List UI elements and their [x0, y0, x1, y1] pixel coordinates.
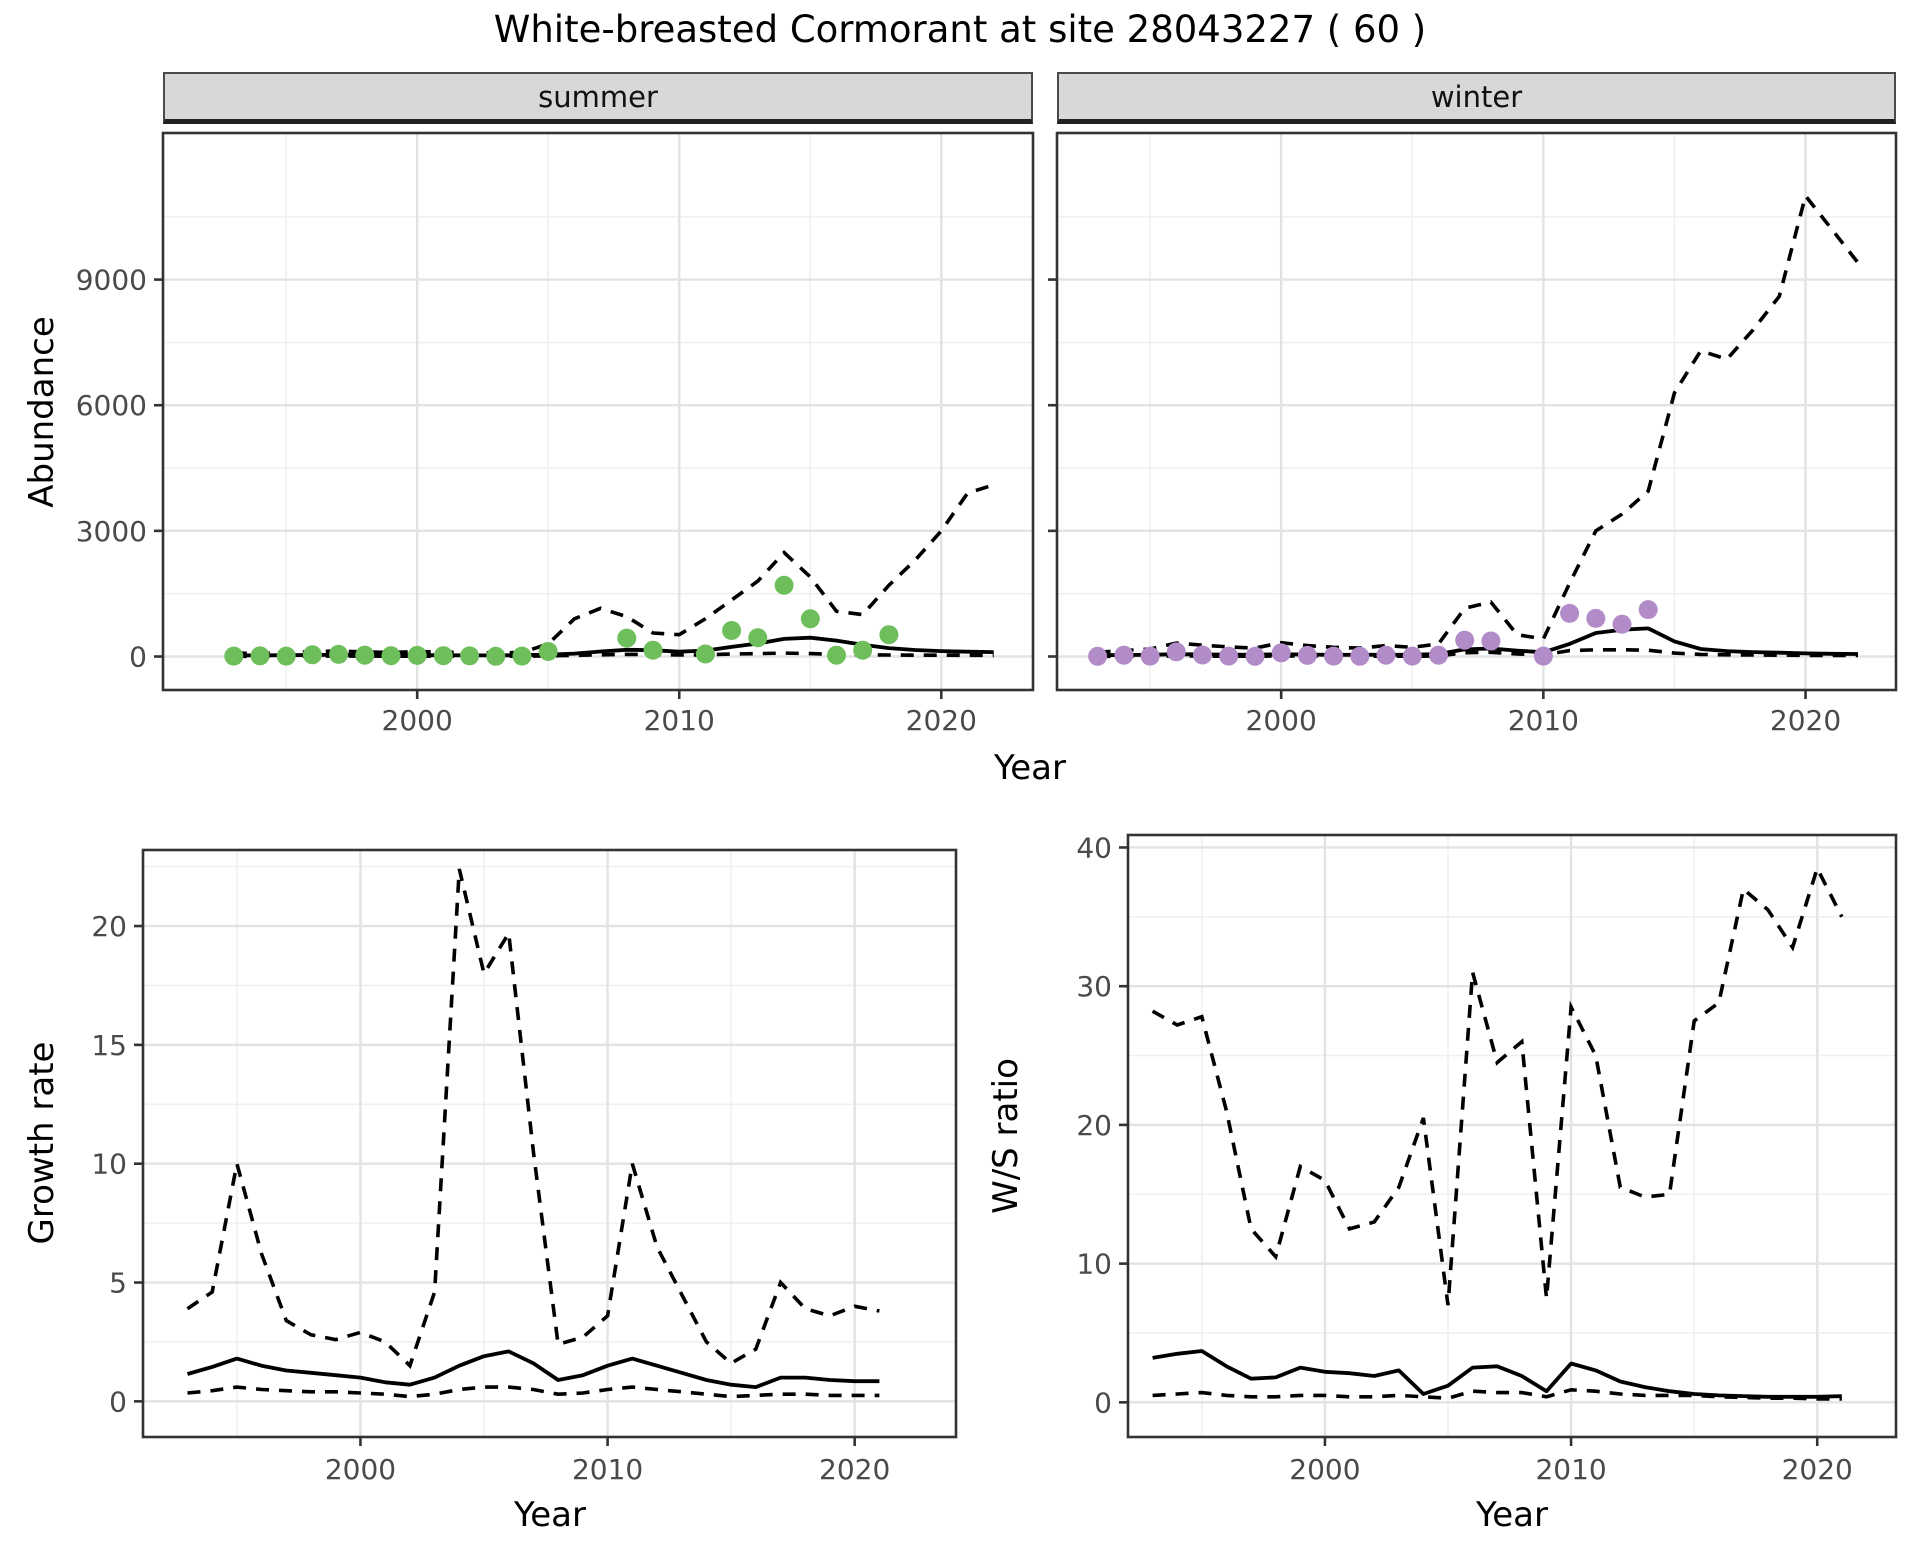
abundance-summer-observed-point: [302, 645, 322, 665]
abundance-winter-x-tick-label: 2010: [1508, 704, 1579, 737]
abundance-winter-observed-point: [1140, 646, 1160, 666]
abundance-summer-observed-point: [224, 646, 244, 666]
abundance-winter-observed-point: [1612, 614, 1632, 634]
chart-title: White-breasted Cormorant at site 2804322…: [493, 8, 1427, 51]
growth-rate-y-tick-label: 20: [91, 910, 127, 943]
abundance-summer-x-tick-label: 2000: [382, 704, 453, 737]
abundance-summer-observed-point: [800, 609, 820, 629]
abundance-winter-observed-point: [1297, 645, 1317, 665]
abundance-summer-x-tick-label: 2020: [906, 704, 977, 737]
abundance-summer-observed-point: [748, 628, 768, 648]
abundance-winter-observed-point: [1324, 646, 1344, 666]
ws-ratio-y-tick-label: 40: [1076, 831, 1112, 864]
abundance-summer-observed-point: [486, 646, 506, 666]
abundance-summer-observed-point: [355, 645, 375, 665]
abundance-winter-observed-point: [1350, 646, 1370, 666]
abundance-summer-x-tick-label: 2010: [644, 704, 715, 737]
abundance-winter-observed-point: [1533, 646, 1553, 666]
ws-ratio-y-tick-label: 0: [1094, 1386, 1112, 1419]
growth-rate-panel-border: [141, 848, 958, 1439]
growth-rate-x-tick-label: 2010: [572, 1453, 643, 1486]
abundance-summer-observed-point: [643, 640, 663, 660]
abundance-winter-x-tick-label: 2020: [1770, 704, 1841, 737]
abundance-summer-y-tick-label: 9000: [76, 264, 147, 297]
ws-ratio-y-tick-label: 20: [1076, 1109, 1112, 1142]
abundance-winter-observed-point: [1114, 645, 1134, 665]
ws-ratio-panel-bg: [1128, 835, 1896, 1437]
abundance-winter-observed-point: [1271, 643, 1291, 663]
growth-rate-x-tick-label: 2020: [819, 1453, 890, 1486]
abundance-summer-observed-point: [460, 646, 480, 666]
abundance-summer-observed-point: [774, 575, 794, 595]
abundance-summer-observed-point: [250, 646, 270, 666]
abundance-winter-observed-point: [1402, 646, 1422, 666]
ws-ratio-x-tick-label: 2010: [1535, 1453, 1606, 1486]
y-axis-title-growth-rate: Growth rate: [22, 1041, 62, 1245]
abundance-winter-observed-point: [1586, 608, 1606, 628]
abundance-summer-panel-border: [161, 131, 1035, 692]
growth-rate-panel-bg: [143, 850, 956, 1437]
abundance-summer-observed-point: [433, 646, 453, 666]
ws-ratio-upper-ci-line: [1151, 863, 1844, 1306]
y-axis-title-abundance: Abundance: [22, 316, 62, 508]
abundance-summer-observed-point: [827, 645, 846, 665]
abundance-summer-y-tick-label: 3000: [76, 515, 147, 548]
abundance-winter-observed-point: [1166, 642, 1186, 662]
ws-ratio-panel-border: [1126, 833, 1898, 1439]
x-axis-title-year-bottom-left: Year: [514, 1495, 586, 1535]
abundance-winter-panel-border: [1055, 131, 1898, 692]
abundance-summer-observed-point: [381, 646, 401, 666]
abundance-winter-upper-ci-line: [1097, 191, 1860, 655]
abundance-summer-observed-point: [512, 646, 532, 666]
ws-ratio-x-tick-label: 2000: [1289, 1453, 1360, 1486]
growth-rate-y-tick-label: 5: [109, 1267, 127, 1300]
abundance-summer-observed-point: [276, 646, 296, 666]
abundance-winter-observed-point: [1219, 646, 1239, 666]
abundance-winter-x-tick-label: 2000: [1246, 704, 1317, 737]
abundance-summer-y-tick-label: 6000: [76, 389, 147, 422]
x-axis-title-year-bottom-right: Year: [1476, 1495, 1548, 1535]
ws-ratio-y-tick-label: 30: [1076, 970, 1112, 1003]
abundance-winter-observed-point: [1638, 600, 1658, 620]
abundance-winter-observed-point: [1376, 645, 1396, 665]
y-axis-title-ws-ratio: W/S ratio: [986, 1058, 1026, 1214]
facet-strip-summer: summer: [163, 72, 1033, 124]
abundance-winter-observed-point: [1481, 631, 1501, 651]
abundance-winter-observed-point: [1455, 630, 1475, 650]
abundance-summer-observed-point: [879, 625, 899, 645]
growth-rate-fit-line: [186, 1349, 880, 1389]
growth-rate-lower-ci-line: [187, 1385, 880, 1399]
abundance-winter-panel-bg: [1057, 133, 1896, 690]
abundance-winter-observed-point: [1193, 645, 1212, 665]
abundance-winter-observed-point: [1245, 646, 1265, 666]
abundance-summer-panel-bg: [163, 133, 1033, 690]
growth-rate-upper-ci-line: [186, 868, 880, 1369]
ws-ratio-y-tick-label: 10: [1076, 1248, 1112, 1281]
abundance-summer-observed-point: [695, 644, 715, 664]
x-axis-title-year-top: Year: [994, 748, 1066, 788]
abundance-summer-observed-point: [853, 640, 873, 660]
abundance-winter-observed-point: [1560, 603, 1580, 623]
facet-strip-winter: winter: [1057, 72, 1896, 124]
abundance-summer-observed-point: [722, 621, 742, 640]
abundance-summer-observed-point: [407, 645, 427, 665]
growth-rate-y-tick-label: 0: [109, 1385, 127, 1418]
abundance-winter-observed-point: [1429, 645, 1448, 665]
abundance-summer-observed-point: [329, 644, 349, 664]
ws-ratio-x-tick-label: 2020: [1782, 1453, 1853, 1486]
abundance-winter-observed-point: [1088, 646, 1108, 666]
abundance-summer-observed-point: [617, 628, 637, 648]
abundance-summer-observed-point: [538, 642, 558, 661]
ws-ratio-fit-line: [1152, 1349, 1842, 1399]
growth-rate-x-tick-label: 2000: [325, 1453, 396, 1486]
growth-rate-y-tick-label: 15: [91, 1029, 127, 1062]
growth-rate-y-tick-label: 10: [91, 1148, 127, 1181]
abundance-summer-y-tick-label: 0: [129, 640, 147, 673]
